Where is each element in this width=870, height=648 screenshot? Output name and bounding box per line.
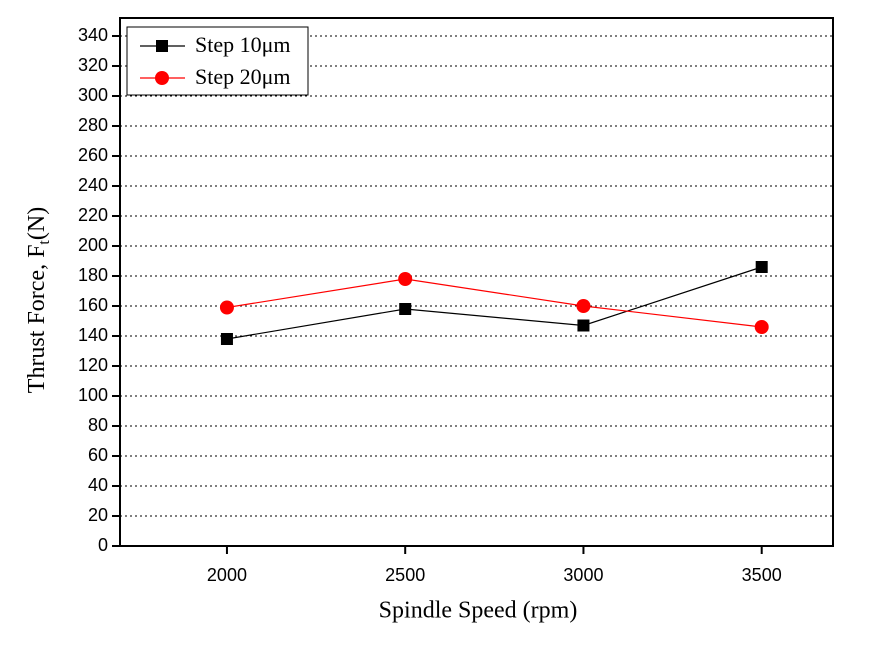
y-tick-label: 100: [78, 385, 108, 405]
legend-label: Step 10μm: [195, 32, 291, 57]
y-label-suffix: (N): [24, 207, 50, 240]
x-tick-label: 3500: [742, 565, 782, 585]
y-tick-label: 0: [98, 535, 108, 555]
y-axis-label: Thrust Force, Ft(N): [24, 207, 53, 393]
y-tick-label: 240: [78, 175, 108, 195]
y-tick-label: 180: [78, 265, 108, 285]
marker: [220, 333, 233, 345]
y-tick-label: 60: [88, 445, 108, 465]
x-tick-label: 2000: [207, 565, 247, 585]
x-tick-label: 2500: [385, 565, 425, 585]
y-tick-label: 140: [78, 325, 108, 345]
marker: [577, 319, 590, 332]
legend-marker: [156, 40, 168, 52]
y-tick-label: 340: [78, 25, 108, 45]
marker: [754, 320, 769, 334]
y-tick-label: 300: [78, 85, 108, 105]
series-line: [226, 278, 762, 328]
legend-box: [126, 26, 309, 96]
x-tick-label: 3000: [563, 565, 603, 585]
y-tick-label: 260: [78, 145, 108, 165]
y-tick-label: 120: [78, 355, 108, 375]
marker: [219, 300, 234, 315]
y-tick-label: 200: [78, 235, 108, 255]
legend-marker: [155, 71, 169, 85]
marker: [399, 303, 412, 315]
series-line: [226, 266, 762, 340]
y-tick-label: 40: [88, 475, 108, 495]
x-axis-label: Spindle Speed (rpm): [379, 598, 578, 624]
y-label-main: Thrust Force, F: [24, 245, 50, 394]
marker: [398, 272, 413, 286]
legend: Step 10μm Step 20μm: [126, 26, 309, 96]
y-tick-label: 20: [88, 505, 108, 525]
y-tick-label: 220: [78, 205, 108, 225]
y-tick-label: 280: [78, 115, 108, 135]
y-tick-label: 80: [88, 415, 108, 435]
legend-label: Step 20μm: [195, 64, 291, 89]
marker: [576, 299, 591, 313]
plot-frame: [119, 17, 834, 547]
y-tick-label: 160: [78, 295, 108, 315]
y-tick-label: 320: [78, 55, 108, 75]
y-label-subscript: t: [36, 240, 53, 245]
marker: [755, 261, 768, 273]
